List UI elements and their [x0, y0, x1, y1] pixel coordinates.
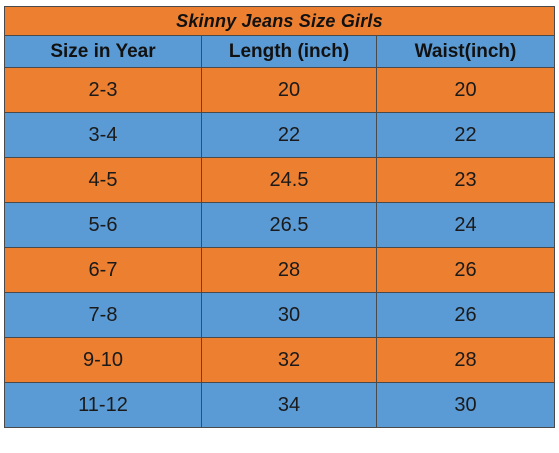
length-cell: 30	[201, 292, 377, 338]
table-title: Skinny Jeans Size Girls	[4, 6, 555, 36]
size-cell: 4-5	[4, 157, 202, 203]
size-cell: 11-12	[4, 382, 202, 428]
size-cell: 7-8	[4, 292, 202, 338]
table-row: 7-8 30 26	[4, 292, 555, 338]
size-cell: 5-6	[4, 202, 202, 248]
column-header-length: Length (inch)	[201, 35, 377, 68]
waist-cell: 26	[376, 292, 555, 338]
table-row: 11-12 34 30	[4, 382, 555, 428]
waist-cell: 26	[376, 247, 555, 293]
length-cell: 26.5	[201, 202, 377, 248]
length-cell: 24.5	[201, 157, 377, 203]
size-cell: 9-10	[4, 337, 202, 383]
table-row: 4-5 24.5 23	[4, 157, 555, 203]
table-row: 5-6 26.5 24	[4, 202, 555, 248]
waist-cell: 23	[376, 157, 555, 203]
length-cell: 34	[201, 382, 377, 428]
table-row: 6-7 28 26	[4, 247, 555, 293]
column-header-size: Size in Year	[4, 35, 202, 68]
table-row: 9-10 32 28	[4, 337, 555, 383]
size-cell: 6-7	[4, 247, 202, 293]
waist-cell: 20	[376, 67, 555, 113]
length-cell: 28	[201, 247, 377, 293]
size-chart-table: Skinny Jeans Size Girls Size in Year Len…	[4, 6, 555, 428]
length-cell: 22	[201, 112, 377, 158]
table-title-row: Skinny Jeans Size Girls	[4, 6, 555, 36]
size-cell: 3-4	[4, 112, 202, 158]
size-cell: 2-3	[4, 67, 202, 113]
waist-cell: 22	[376, 112, 555, 158]
column-header-waist: Waist(inch)	[376, 35, 555, 68]
table-row: 3-4 22 22	[4, 112, 555, 158]
table-header-row: Size in Year Length (inch) Waist(inch)	[4, 35, 555, 68]
waist-cell: 24	[376, 202, 555, 248]
length-cell: 20	[201, 67, 377, 113]
waist-cell: 28	[376, 337, 555, 383]
length-cell: 32	[201, 337, 377, 383]
waist-cell: 30	[376, 382, 555, 428]
table-row: 2-3 20 20	[4, 67, 555, 113]
